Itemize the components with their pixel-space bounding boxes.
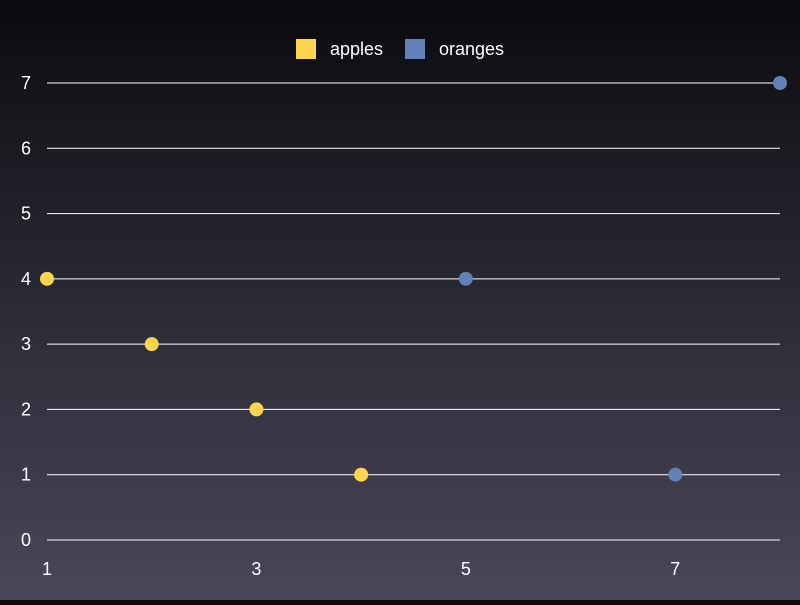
data-point-oranges[interactable] — [458, 271, 473, 286]
legend: apples oranges — [0, 38, 800, 60]
x-tick-label: 5 — [461, 559, 471, 579]
y-tick-label: 4 — [21, 269, 31, 289]
x-tick-labels: 1 3 5 7 — [42, 559, 680, 579]
y-tick-label: 2 — [21, 399, 31, 419]
y-tick-label: 1 — [21, 465, 31, 485]
data-point-apples[interactable] — [249, 402, 264, 417]
y-tick-labels: 0 1 2 3 4 5 6 7 — [21, 73, 31, 550]
data-point-apples[interactable] — [354, 467, 369, 482]
legend-item-apples[interactable]: apples — [295, 38, 383, 60]
data-point-apples[interactable] — [144, 337, 159, 352]
legend-swatch-oranges — [404, 39, 425, 59]
x-tick-label: 1 — [42, 559, 52, 579]
legend-label-oranges: oranges — [438, 39, 505, 59]
legend-swatch-apples — [295, 39, 316, 59]
legend-item-oranges[interactable]: oranges — [404, 38, 505, 60]
y-tick-label: 6 — [21, 138, 31, 158]
y-tick-label: 5 — [21, 204, 31, 224]
data-points — [40, 76, 787, 482]
x-tick-label: 7 — [670, 559, 680, 579]
data-point-oranges[interactable] — [773, 76, 787, 90]
y-tick-label: 7 — [21, 73, 31, 93]
y-tick-label: 3 — [21, 334, 31, 354]
data-point-oranges[interactable] — [668, 467, 683, 482]
grid-lines — [47, 82, 780, 541]
data-point-apples[interactable] — [40, 271, 54, 286]
y-tick-label: 0 — [21, 530, 31, 550]
x-tick-label: 3 — [251, 559, 261, 579]
legend-label-apples: apples — [329, 39, 383, 59]
